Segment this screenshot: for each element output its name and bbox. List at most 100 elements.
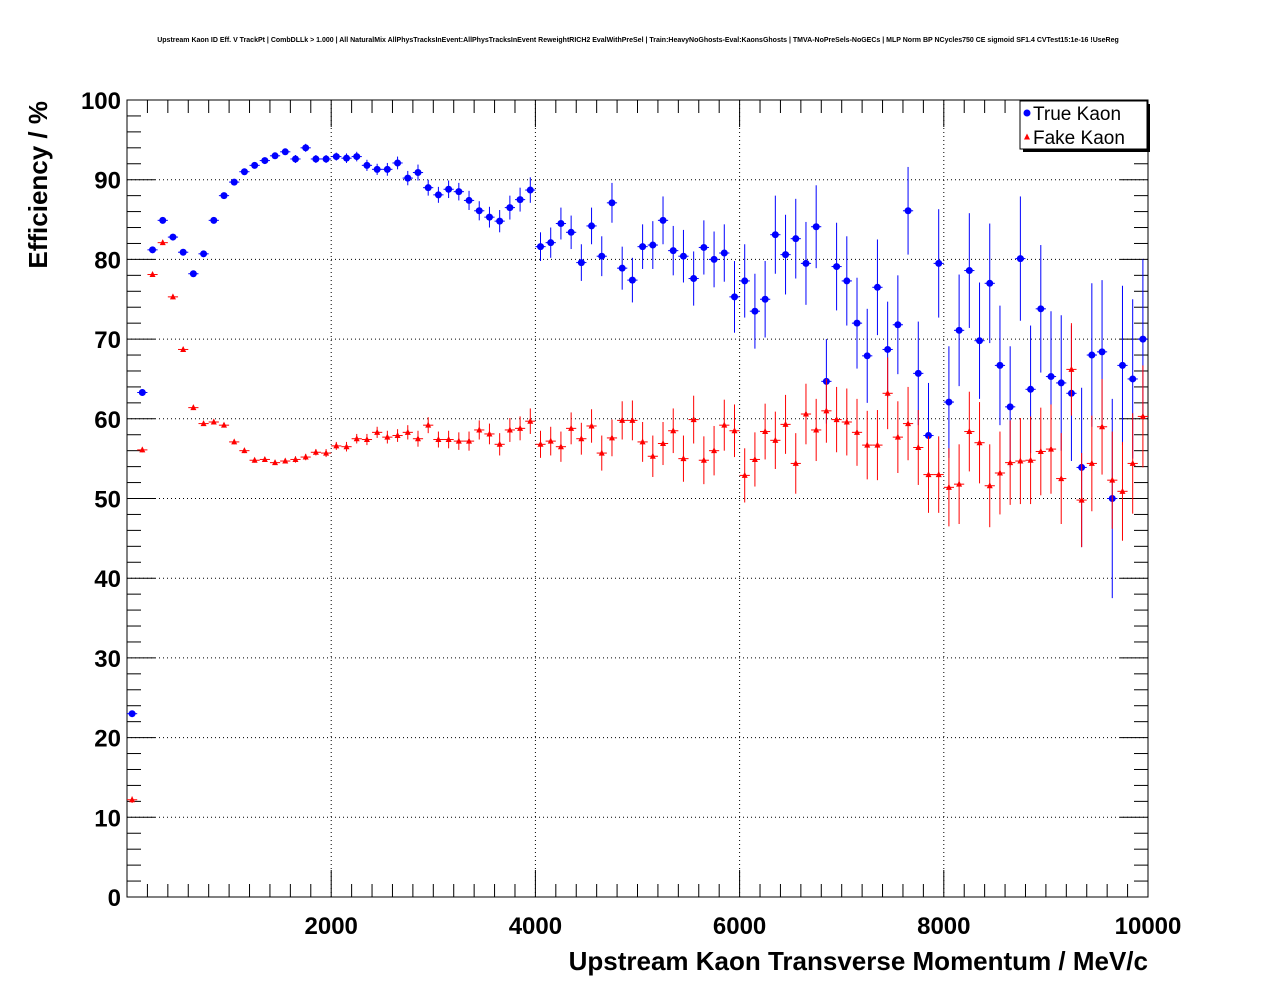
data-point [323, 449, 330, 456]
legend-box [1019, 100, 1148, 150]
y-tick-label: 10 [94, 805, 121, 832]
data-point [139, 446, 146, 453]
data-point [1088, 459, 1095, 466]
data-point [894, 433, 901, 440]
data-point [976, 439, 983, 446]
data-point [1047, 373, 1055, 381]
data-point [486, 430, 493, 437]
data-point [945, 483, 952, 490]
data-point [986, 482, 993, 489]
data-point [1027, 385, 1035, 393]
data-point [537, 440, 544, 447]
data-point [1119, 487, 1126, 494]
data-point [792, 235, 800, 243]
data-point [302, 453, 309, 460]
data-point [220, 192, 228, 200]
data-point [588, 222, 596, 230]
data-point [966, 428, 973, 435]
data-point [1048, 445, 1055, 452]
y-tick-label: 40 [94, 566, 121, 593]
data-point [741, 471, 748, 478]
data-point [598, 252, 606, 260]
data-point [129, 796, 136, 803]
data-point [1078, 496, 1085, 503]
data-point [1058, 475, 1065, 482]
data-point [527, 417, 534, 424]
data-point [251, 161, 259, 169]
data-point [241, 447, 248, 454]
series-fake-kaon [127, 239, 1148, 803]
data-point [905, 420, 912, 427]
legend-label: Fake Kaon [1033, 128, 1125, 149]
data-point [802, 259, 810, 267]
data-point [475, 207, 483, 215]
data-point [220, 421, 227, 428]
data-series [127, 143, 1148, 803]
data-point [312, 155, 320, 163]
data-point [567, 228, 575, 236]
data-point [383, 165, 391, 173]
data-point [1027, 456, 1034, 463]
data-point [986, 279, 994, 287]
data-point [128, 710, 136, 718]
data-point [343, 154, 351, 162]
data-point [291, 155, 299, 163]
data-point [292, 455, 299, 462]
data-point [394, 432, 401, 439]
data-point [762, 428, 769, 435]
data-point [669, 247, 677, 255]
x-axis-label: Upstream Kaon Transverse Momentum / MeV/… [569, 946, 1148, 976]
data-point [618, 264, 626, 272]
x-tick-label: 2000 [305, 913, 358, 940]
y-tick-label: 0 [108, 885, 121, 912]
data-point [210, 216, 218, 224]
data-point [628, 276, 636, 284]
data-point [914, 369, 922, 377]
data-point [700, 243, 708, 251]
data-point [782, 251, 790, 259]
data-point [639, 438, 646, 445]
data-point [506, 426, 513, 433]
data-point [1088, 351, 1096, 359]
data-point [996, 361, 1004, 369]
data-point [200, 420, 207, 427]
data-point [384, 433, 391, 440]
data-point [302, 144, 310, 152]
data-point [771, 231, 779, 239]
legend: True Kaon Fake Kaon [1019, 100, 1150, 152]
data-point [853, 319, 861, 327]
data-point [935, 471, 942, 478]
data-point [445, 185, 453, 193]
data-point [823, 407, 830, 414]
data-point [1037, 447, 1044, 454]
data-point [261, 157, 269, 165]
data-point [455, 437, 462, 444]
data-point [547, 437, 554, 444]
series-true-kaon [127, 143, 1148, 718]
data-point [731, 427, 738, 434]
data-point [1017, 457, 1024, 464]
data-point [925, 471, 932, 478]
data-point [455, 188, 463, 196]
data-point [251, 456, 258, 463]
data-point [690, 416, 697, 423]
data-point [353, 435, 360, 442]
data-point [1139, 412, 1146, 419]
data-point [169, 293, 176, 300]
data-point [659, 216, 667, 224]
data-point [496, 217, 504, 225]
data-point [924, 432, 932, 440]
data-point [711, 447, 718, 454]
data-point [240, 168, 248, 176]
data-point [873, 283, 881, 291]
axes: 2000 4000 6000 8000 10000 0 10 20 30 40 50 60 70 80 90… [81, 88, 1181, 940]
data-point [1139, 335, 1147, 343]
data-point [1118, 361, 1126, 369]
data-point [720, 249, 728, 257]
data-point [200, 250, 208, 258]
data-point [465, 196, 473, 204]
data-point [517, 424, 524, 431]
data-point [190, 404, 197, 411]
data-point [466, 437, 473, 444]
data-point [189, 270, 197, 278]
